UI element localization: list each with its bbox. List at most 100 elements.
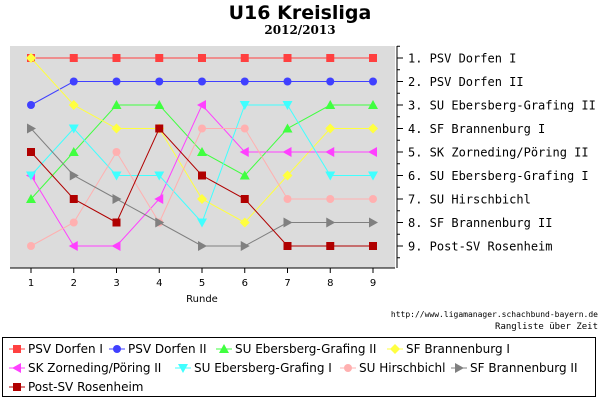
legend-swatch: [387, 344, 403, 354]
legend-marker: [13, 383, 21, 391]
legend-label: SF Brannenburg I: [406, 342, 510, 356]
data-point: [68, 100, 79, 110]
series: [26, 101, 378, 228]
data-point: [239, 101, 250, 110]
data-point: [283, 54, 292, 62]
data-point: [369, 195, 377, 203]
data-point: [26, 171, 36, 181]
data-point: [198, 124, 206, 133]
data-point: [197, 194, 207, 204]
data-point: [154, 100, 165, 109]
data-point: [112, 54, 121, 62]
data-point: [369, 54, 377, 62]
data-point: [325, 147, 335, 157]
legend-marker: [455, 363, 464, 373]
data-point: [155, 54, 164, 62]
data-point: [111, 241, 121, 251]
data-point: [240, 54, 249, 62]
data-point: [240, 124, 249, 133]
data-point: [325, 123, 336, 134]
legend-swatch: [451, 363, 467, 373]
legend-item: PSV Dorfen I: [9, 342, 103, 356]
data-point: [197, 218, 207, 228]
legend-marker: [390, 344, 400, 354]
data-point: [240, 195, 249, 203]
chart-subtitle: 2012/2013: [264, 23, 336, 37]
chart-title: U16 Kreisliga: [228, 2, 372, 24]
data-point: [154, 194, 164, 204]
data-point: [325, 171, 336, 181]
data-point: [112, 77, 121, 86]
data-point: [282, 101, 293, 110]
data-point: [326, 242, 335, 250]
rank-label: 2. PSV Dorfen II: [408, 75, 524, 89]
data-point: [326, 77, 335, 86]
data-point: [197, 147, 207, 156]
x-tick-label: 2: [71, 278, 77, 289]
rank-label: 9. Post-SV Rosenheim: [408, 240, 553, 254]
x-ticks: 1 2 3 4 5 6 7 8 9: [28, 268, 376, 289]
data-point: [369, 217, 378, 228]
x-tick-label: 1: [28, 278, 34, 289]
data-point: [69, 77, 78, 86]
data-point: [326, 195, 335, 203]
data-point: [283, 242, 292, 250]
legend-label: Post-SV Rosenheim: [28, 380, 144, 394]
legend-swatch: [340, 364, 356, 372]
data-point: [282, 123, 293, 133]
data-point: [369, 242, 377, 250]
data-point: [239, 170, 250, 180]
data-point: [369, 77, 377, 86]
data-point: [111, 171, 122, 181]
legend-item: SU Ebersberg-Grafing I: [175, 361, 332, 375]
series: [26, 100, 378, 203]
data-point: [27, 242, 35, 250]
data-point: [283, 217, 293, 228]
data-point: [27, 148, 35, 156]
series-layer: [26, 53, 378, 251]
data-point: [368, 171, 378, 181]
data-point: [283, 77, 292, 86]
data-point: [198, 54, 206, 62]
data-point: [368, 147, 377, 157]
legend-swatch: [109, 345, 125, 353]
data-point: [112, 194, 122, 204]
legend-label: SU Ebersberg-Grafing II: [235, 342, 377, 356]
rank-label: 7. SU Hirschbichl: [408, 193, 531, 207]
data-point: [26, 53, 36, 63]
series: [27, 124, 377, 250]
legend-marker: [113, 345, 121, 353]
data-point: [69, 195, 78, 203]
series: [27, 77, 377, 109]
legend-label: SK Zorneding/Pöring II: [28, 361, 162, 375]
data-point: [69, 218, 78, 227]
legend-item: SU Ebersberg-Grafing II: [216, 342, 376, 356]
data-point: [240, 241, 250, 251]
x-tick-label: 8: [327, 278, 333, 289]
rank-label: 4. SF Brannenburg I: [408, 122, 545, 136]
legend-item: Post-SV Rosenheim: [9, 380, 143, 394]
data-point: [68, 241, 78, 251]
data-point: [111, 100, 122, 109]
x-tick-label: 3: [113, 278, 119, 289]
legend-item: SF Brannenburg II: [451, 361, 578, 375]
x-tick-label: 9: [370, 278, 376, 289]
legend-label: SF Brannenburg II: [470, 361, 578, 375]
data-point: [239, 147, 249, 157]
legend-marker: [344, 364, 352, 372]
rank-label: 1. PSV Dorfen I: [408, 52, 516, 66]
legend-item: SU Hirschbichl: [340, 361, 445, 375]
data-point: [240, 77, 249, 86]
legend-swatch: [9, 345, 25, 353]
legend-swatch: [9, 363, 25, 373]
chart-area: 1 2 3 4 5 6 7 8 9 1. PSV Dorfen I 2. PSV Dorfen I…: [10, 45, 596, 305]
data-point: [326, 217, 336, 228]
data-point: [111, 123, 122, 134]
data-point: [325, 100, 336, 109]
x-tick-label: 4: [156, 278, 162, 289]
legend-marker: [219, 344, 229, 353]
legend-label: PSV Dorfen I: [28, 342, 103, 356]
data-point: [26, 194, 36, 203]
data-point: [198, 77, 206, 86]
data-point: [68, 124, 79, 134]
